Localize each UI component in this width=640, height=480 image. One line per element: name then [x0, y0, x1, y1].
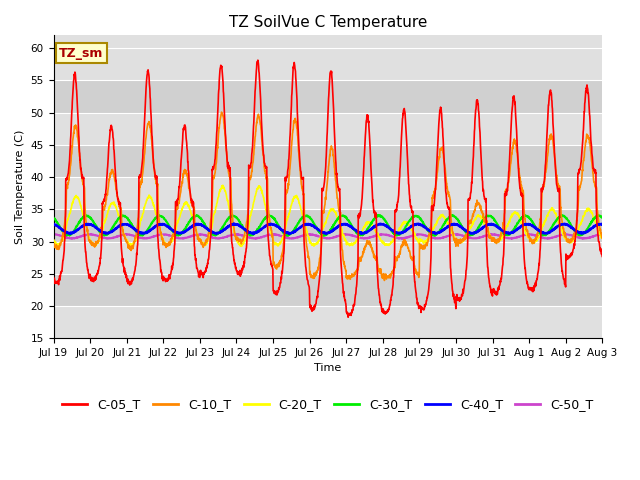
X-axis label: Time: Time: [314, 363, 342, 373]
Bar: [54, 113, 602, 145]
Bar: [54, 209, 602, 241]
Y-axis label: Soil Temperature (C): Soil Temperature (C): [15, 130, 25, 244]
Bar: [54, 306, 602, 338]
Bar: [54, 274, 602, 306]
Text: TZ_sm: TZ_sm: [59, 47, 104, 60]
Bar: [54, 145, 602, 177]
Title: TZ SoilVue C Temperature: TZ SoilVue C Temperature: [228, 15, 427, 30]
Bar: [54, 177, 602, 209]
Bar: [54, 81, 602, 113]
Bar: [54, 48, 602, 81]
Legend: C-05_T, C-10_T, C-20_T, C-30_T, C-40_T, C-50_T: C-05_T, C-10_T, C-20_T, C-30_T, C-40_T, …: [57, 393, 598, 416]
Bar: [54, 241, 602, 274]
